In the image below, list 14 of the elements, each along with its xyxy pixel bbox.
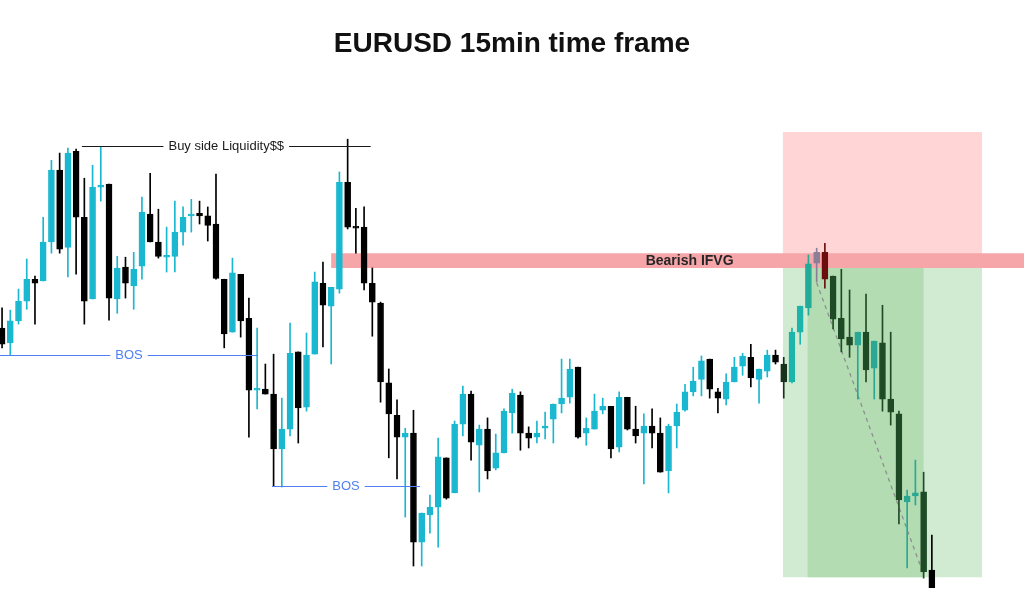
candlestick <box>401 427 409 518</box>
candlestick <box>278 397 286 488</box>
ref-line-label: BOS <box>332 478 361 494</box>
candlestick <box>854 331 862 400</box>
candlestick <box>253 327 261 410</box>
candlestick <box>327 286 335 365</box>
band-label: Bearish IFVG <box>645 251 734 268</box>
candlestick <box>541 411 549 440</box>
ref-line-label: BOS <box>115 347 144 363</box>
chart-title: EURUSD 15min time frame <box>332 27 692 59</box>
ref-line-label: Buy side Liquidity$$ <box>168 138 285 154</box>
candlestick <box>31 275 39 325</box>
candlestick <box>97 146 105 202</box>
candlestick <box>887 331 895 426</box>
